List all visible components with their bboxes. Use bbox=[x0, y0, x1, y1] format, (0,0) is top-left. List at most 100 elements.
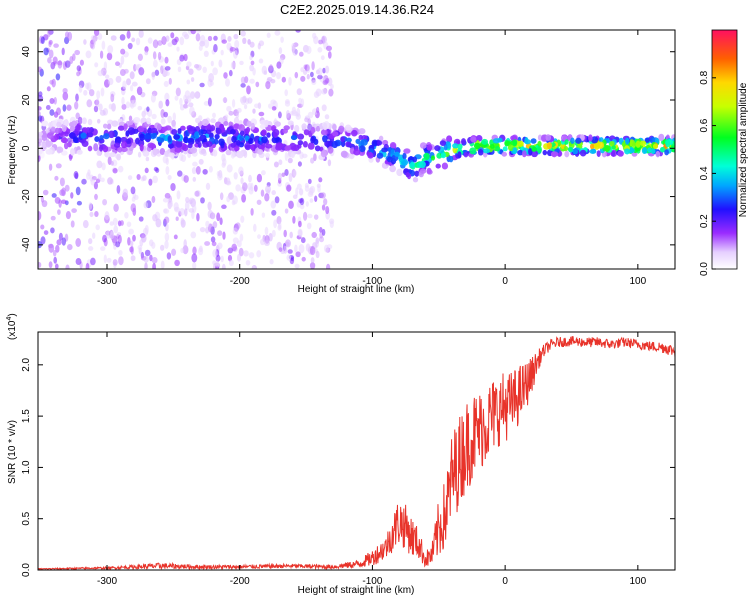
spectrogram-signal-cell bbox=[102, 145, 109, 153]
spectrogram-signal-cell bbox=[419, 142, 427, 149]
spectrogram-noise-cell bbox=[259, 124, 266, 130]
spectrogram-noise-cell bbox=[315, 106, 320, 114]
spectrogram-noise-cell bbox=[86, 99, 93, 108]
spectrogram-signal-cell bbox=[658, 133, 665, 142]
spectrogram-noise-cell bbox=[223, 72, 228, 79]
spectrogram-noise-cell bbox=[274, 30, 281, 36]
spectrogram-noise-cell bbox=[221, 263, 226, 269]
spectrogram-signal-cell bbox=[120, 146, 128, 153]
spectrogram-noise-cell bbox=[186, 79, 191, 85]
spectrogram-noise-cell bbox=[167, 115, 173, 124]
spectrogram-noise-cell bbox=[285, 109, 290, 119]
spectrogram-noise-cell bbox=[55, 163, 62, 169]
spectrogram-signal-cell bbox=[378, 135, 384, 142]
spectrogram-noise-cell bbox=[130, 255, 136, 262]
spectrogram-noise-cell bbox=[74, 101, 79, 110]
spectrogram-noise-cell bbox=[327, 159, 332, 167]
spectrogram-noise-cell bbox=[243, 104, 248, 110]
spectrogram-noise-cell bbox=[160, 260, 165, 269]
spectrogram-signal-cell bbox=[236, 151, 244, 159]
spectrogram-noise-cell bbox=[313, 214, 319, 220]
spectrogram-noise-cell bbox=[317, 47, 323, 53]
spectrogram-signal-cell bbox=[611, 150, 616, 157]
spectrogram-noise-cell bbox=[88, 89, 95, 97]
spectrogram-noise-cell bbox=[76, 200, 82, 206]
spectrogram-signal-cell bbox=[426, 144, 433, 151]
spectrogram-noise-cell bbox=[296, 88, 302, 96]
y-tick-label: 20 bbox=[21, 94, 32, 106]
spectrogram-noise-cell bbox=[75, 257, 82, 266]
spectrogram-noise-cell bbox=[294, 244, 298, 253]
spectrogram-signal-cell bbox=[70, 148, 75, 156]
spectrogram-noise-cell bbox=[102, 234, 107, 243]
spectrogram-noise-cell bbox=[294, 71, 299, 79]
spectrogram-signal-cell bbox=[120, 141, 128, 149]
spectrogram-noise-cell bbox=[320, 55, 325, 61]
spectrogram-noise-cell bbox=[217, 242, 223, 250]
spectrogram-signal-cell bbox=[214, 133, 220, 140]
spectrogram-noise-cell bbox=[96, 160, 103, 169]
spectrogram-signal-cell bbox=[195, 117, 201, 124]
spectrogram-noise-cell bbox=[289, 231, 293, 239]
spectrogram-noise-cell bbox=[188, 68, 194, 75]
spectrogram-signal-cell bbox=[672, 146, 675, 153]
spectrogram-noise-cell bbox=[144, 50, 149, 56]
spectrogram-noise-cell bbox=[107, 77, 114, 86]
spectrogram-noise-cell bbox=[242, 182, 248, 192]
spectrogram-noise-cell bbox=[170, 182, 176, 192]
spectrogram-noise-cell bbox=[326, 45, 332, 51]
spectrogram-noise-cell bbox=[49, 109, 55, 116]
spectrogram-noise-cell bbox=[164, 232, 170, 242]
spectrogram-noise-cell bbox=[100, 87, 105, 97]
spectrogram-signal-cell bbox=[250, 144, 255, 151]
spectrogram-noise-cell bbox=[309, 262, 316, 269]
spectrogram-noise-cell bbox=[132, 234, 136, 242]
spectrogram-noise-cell bbox=[163, 80, 169, 88]
spectrogram-noise-cell bbox=[145, 156, 150, 162]
spectrogram-signal-cell bbox=[190, 147, 198, 154]
spectrogram-noise-cell bbox=[323, 198, 328, 206]
spectrogram-noise-cell bbox=[171, 248, 177, 256]
spectrogram-noise-cell bbox=[200, 34, 206, 45]
spectrogram-noise-cell bbox=[124, 211, 129, 219]
spectrogram-noise-cell bbox=[55, 244, 60, 253]
spectrogram-noise-cell bbox=[271, 229, 276, 238]
spectrogram-noise-cell bbox=[212, 249, 218, 258]
spectrogram-noise-cell bbox=[107, 44, 114, 54]
spectrogram-noise-cell bbox=[61, 237, 67, 246]
spectrogram-noise-cell bbox=[98, 103, 103, 112]
spectrogram-noise-cell bbox=[69, 125, 76, 132]
spectrogram-signal-cell bbox=[452, 143, 459, 149]
colorbar-tick-label: 0.6 bbox=[699, 118, 710, 132]
spectrogram-noise-cell bbox=[306, 64, 311, 74]
spectrogram-noise-cell bbox=[210, 60, 214, 67]
spectrogram-noise-cell bbox=[273, 219, 278, 229]
spectrogram-noise-cell bbox=[64, 184, 70, 192]
spectrogram-noise-cell bbox=[189, 91, 196, 99]
spectrogram-noise-cell bbox=[46, 86, 51, 92]
spectrogram-signal-cell bbox=[167, 135, 172, 143]
spectrogram-noise-cell bbox=[70, 192, 74, 199]
spectrogram-noise-cell bbox=[99, 50, 104, 59]
spectrogram-noise-cell bbox=[144, 262, 148, 269]
spectrogram-signal-cell bbox=[394, 151, 400, 157]
spectrogram-signal-cell bbox=[355, 138, 361, 145]
spectrogram-noise-cell bbox=[112, 167, 118, 174]
spectrogram-noise-cell bbox=[127, 175, 133, 180]
spectrogram-noise-cell bbox=[179, 152, 184, 162]
spectrogram-noise-cell bbox=[326, 263, 331, 269]
spectrogram-signal-cell bbox=[111, 120, 119, 127]
spectrogram-signal-cell bbox=[182, 144, 189, 152]
spectrogram-noise-cell bbox=[66, 104, 72, 111]
snr-x-label: Height of straight line (km) bbox=[298, 585, 415, 596]
spectrogram-noise-cell bbox=[113, 203, 119, 212]
spectrogram-noise-cell bbox=[300, 67, 305, 73]
spectrogram-signal-cell bbox=[175, 141, 183, 148]
spectrogram-noise-cell bbox=[238, 166, 244, 175]
spectrogram-noise-cell bbox=[222, 158, 227, 166]
spectrogram-noise-cell bbox=[258, 111, 265, 117]
spectrogram-signal-cell bbox=[567, 146, 573, 152]
spectrogram-noise-cell bbox=[89, 211, 94, 218]
spectrogram-noise-cell bbox=[274, 196, 280, 204]
spectrogram-noise-cell bbox=[219, 192, 224, 201]
